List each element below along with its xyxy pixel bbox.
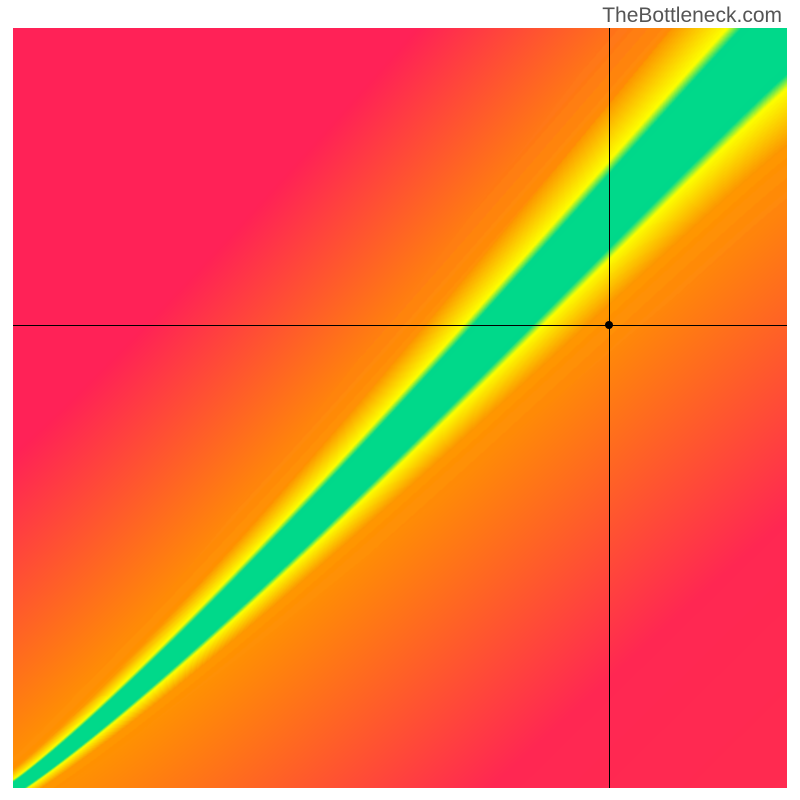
crosshair-horizontal xyxy=(13,325,787,326)
crosshair-point xyxy=(605,321,613,329)
chart-container: TheBottleneck.com xyxy=(0,0,800,800)
bottleneck-heatmap xyxy=(13,28,787,788)
watermark-text: TheBottleneck.com xyxy=(602,4,782,28)
crosshair-vertical xyxy=(609,28,610,788)
